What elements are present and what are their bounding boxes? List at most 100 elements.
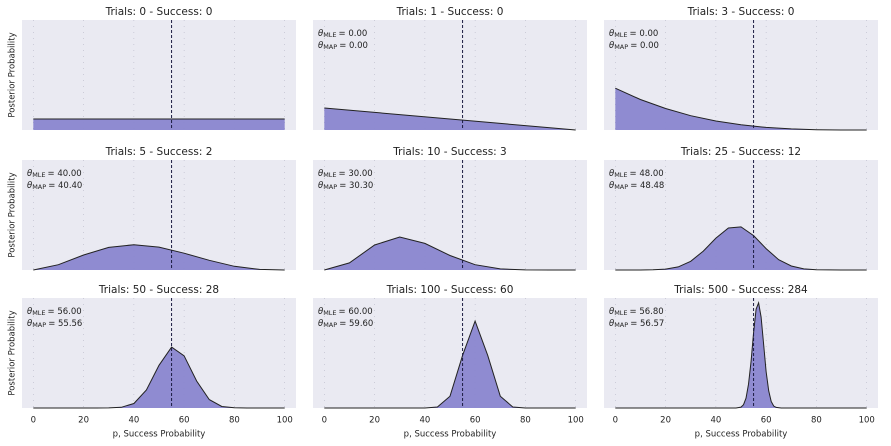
plot-background bbox=[313, 298, 587, 408]
annotation-subscript: MAP bbox=[614, 183, 628, 191]
density-line bbox=[615, 87, 867, 131]
y-axis-label: Posterior Probability bbox=[8, 172, 18, 257]
x-tick-label: 100 bbox=[277, 416, 293, 426]
annotation-symbol: θ bbox=[609, 169, 615, 179]
annotation-symbol: θ bbox=[609, 41, 615, 51]
x-tick-label: 60 bbox=[179, 416, 190, 426]
annotation-subscript: MAP bbox=[614, 321, 628, 329]
annotation-subscript: MLE bbox=[323, 309, 336, 317]
annotation-symbol: θ bbox=[609, 319, 615, 329]
x-axis-label: p, Success Probability bbox=[404, 430, 497, 440]
annotation-text: = 0.00 bbox=[339, 41, 368, 51]
annotation-text: = 48.00 bbox=[630, 169, 664, 179]
subplot-title: Trials: 50 - Success: 28 bbox=[98, 284, 219, 296]
x-tick-label: 80 bbox=[520, 416, 531, 426]
x-tick-label: 40 bbox=[128, 416, 139, 426]
x-tick-label: 0 bbox=[613, 416, 618, 426]
annotation-subscript: MAP bbox=[614, 43, 628, 51]
x-tick-label: 80 bbox=[811, 416, 822, 426]
area-fill bbox=[33, 119, 285, 130]
subplot-title: Trials: 0 - Success: 0 bbox=[105, 6, 213, 18]
annotation-text: = 56.80 bbox=[630, 307, 664, 317]
x-tick-label: 0 bbox=[322, 416, 327, 426]
annotation-symbol: θ bbox=[318, 169, 324, 179]
area-fill bbox=[615, 226, 867, 270]
annotation-text: = 56.00 bbox=[48, 307, 82, 317]
x-tick-label: 80 bbox=[229, 416, 240, 426]
density-line bbox=[615, 226, 867, 271]
x-tick-label: 20 bbox=[660, 416, 671, 426]
plot-background bbox=[313, 160, 587, 270]
annotation-text: = 59.60 bbox=[339, 319, 373, 329]
subplot: Trials: 100 - Success: 600 20 40 60 80 100θML… bbox=[313, 284, 587, 440]
annotation: θMAP = 40.40 bbox=[27, 181, 82, 192]
subplot-title: Trials: 5 - Success: 2 bbox=[105, 146, 213, 158]
annotation-text: = 60.00 bbox=[339, 307, 373, 317]
annotation-text: = 0.00 bbox=[630, 29, 659, 39]
density-line bbox=[324, 236, 576, 271]
annotation: θMLE = 56.00 bbox=[27, 307, 82, 318]
density-line bbox=[33, 244, 285, 271]
subplot-title: Trials: 25 - Success: 12 bbox=[680, 146, 801, 158]
area-fill bbox=[615, 88, 867, 130]
annotation-subscript: MLE bbox=[32, 171, 45, 179]
annotation: θMAP = 0.00 bbox=[609, 41, 659, 52]
subplot-title: Trials: 100 - Success: 60 bbox=[386, 284, 514, 296]
density-line bbox=[324, 319, 576, 409]
annotation-text: = 40.00 bbox=[48, 169, 82, 179]
annotation: θMLE = 48.00 bbox=[609, 169, 664, 180]
annotation-text: = 40.40 bbox=[48, 181, 82, 191]
annotation-subscript: MLE bbox=[323, 31, 336, 39]
annotation-symbol: θ bbox=[27, 169, 33, 179]
plot-background bbox=[22, 20, 296, 130]
y-axis-label: Posterior Probability bbox=[8, 32, 18, 117]
annotation: θMLE = 30.00 bbox=[318, 169, 373, 180]
annotation: θMAP = 48.48 bbox=[609, 181, 664, 192]
annotation-symbol: θ bbox=[318, 29, 324, 39]
subplot: Trials: 50 - Success: 280 20 40 60 80 100θMLE… bbox=[8, 284, 296, 440]
density-line bbox=[33, 346, 285, 409]
x-tick-label: 0 bbox=[31, 416, 36, 426]
density-line bbox=[615, 300, 867, 409]
annotation: θMAP = 0.00 bbox=[318, 41, 368, 52]
annotation-subscript: MAP bbox=[32, 321, 46, 329]
subplot: Trials: 0 - Success: 0 Posterior Probabil… bbox=[8, 6, 296, 130]
x-tick-label: 20 bbox=[369, 416, 380, 426]
annotation: θMAP = 56.57 bbox=[609, 319, 664, 330]
plot-background bbox=[604, 298, 878, 408]
area-fill bbox=[324, 237, 576, 270]
annotation-symbol: θ bbox=[27, 319, 33, 329]
subplot-title: Trials: 10 - Success: 3 bbox=[392, 146, 506, 158]
x-tick-label: 100 bbox=[568, 416, 584, 426]
x-tick-label: 60 bbox=[470, 416, 481, 426]
x-axis-label: p, Success Probability bbox=[113, 430, 206, 440]
annotation-subscript: MLE bbox=[614, 171, 627, 179]
x-tick-label: 20 bbox=[78, 416, 89, 426]
annotation: θMAP = 30.30 bbox=[318, 181, 373, 192]
area-fill bbox=[33, 347, 285, 408]
annotation-subscript: MLE bbox=[614, 31, 627, 39]
annotation-symbol: θ bbox=[609, 307, 615, 317]
annotation-subscript: MAP bbox=[323, 321, 337, 329]
annotation-subscript: MAP bbox=[323, 43, 337, 51]
annotation-symbol: θ bbox=[318, 41, 324, 51]
annotation-text: = 0.00 bbox=[630, 41, 659, 51]
annotation-symbol: θ bbox=[318, 307, 324, 317]
annotation-text: = 48.48 bbox=[630, 181, 664, 191]
annotation-symbol: θ bbox=[609, 181, 615, 191]
annotation-subscript: MAP bbox=[32, 183, 46, 191]
annotation-text: = 0.00 bbox=[339, 29, 368, 39]
annotation-subscript: MLE bbox=[32, 309, 45, 317]
annotation: θMLE = 0.00 bbox=[318, 29, 367, 40]
x-tick-label: 40 bbox=[710, 416, 721, 426]
annotation: θMAP = 55.56 bbox=[27, 319, 82, 330]
y-axis-label: Posterior Probability bbox=[8, 310, 18, 395]
annotation-subscript: MAP bbox=[323, 183, 337, 191]
annotation: θMLE = 0.00 bbox=[609, 29, 658, 40]
density-line bbox=[324, 107, 576, 131]
